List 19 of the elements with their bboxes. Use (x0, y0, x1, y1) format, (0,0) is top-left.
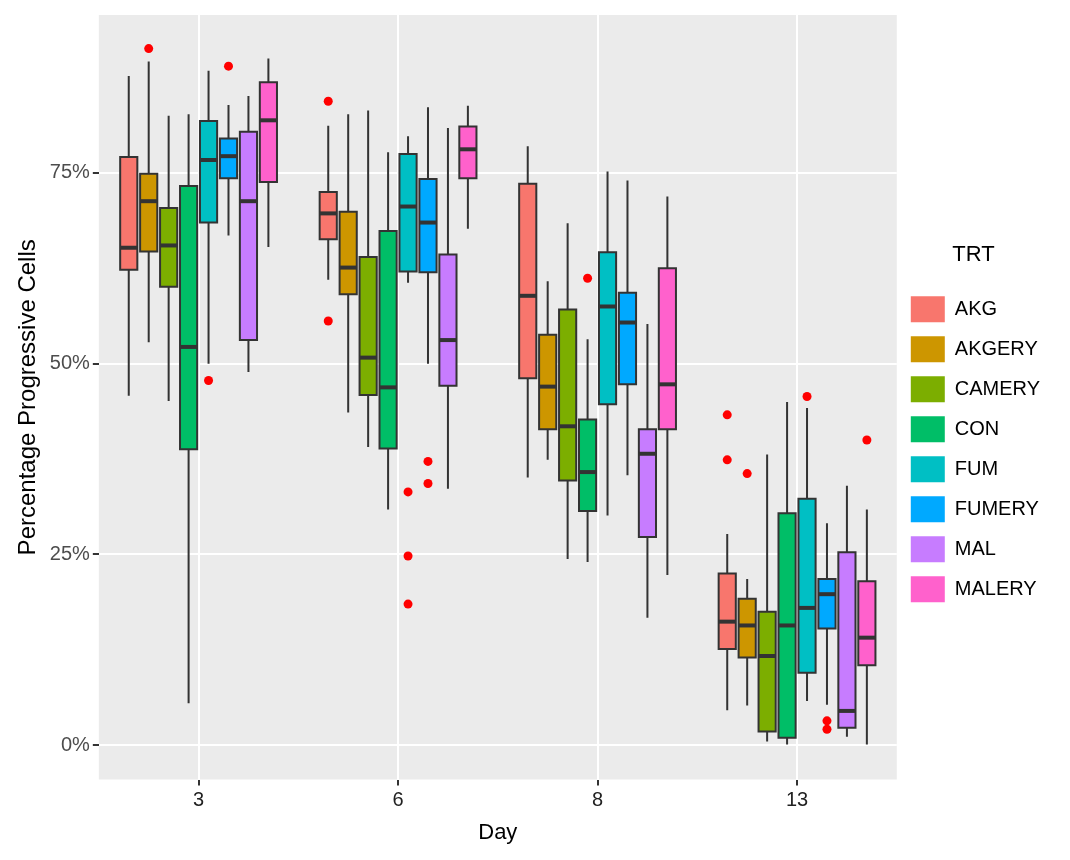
legend-label: FUM (954, 456, 999, 479)
legend-label: MAL (954, 536, 996, 559)
x-tick-label: 6 (392, 788, 404, 811)
legend-title: TRT (952, 240, 995, 266)
legend-label: MALERY (954, 576, 1037, 599)
legend-label: CON (954, 416, 1000, 439)
legend-label: FUMERY (954, 496, 1039, 519)
legend-label: AKG (954, 296, 998, 319)
x-axis-title: Day (478, 818, 518, 844)
legend-label: AKGERY (954, 336, 1038, 359)
y-tick-label: 75% (49, 160, 91, 183)
y-axis-title: Percentage Progressive Cells (13, 239, 41, 556)
y-tick-label: 0% (60, 732, 91, 755)
y-tick-label: 50% (49, 351, 91, 374)
x-tick-label: 8 (592, 788, 604, 811)
y-tick-label: 25% (49, 542, 91, 565)
legend-label: CAMERY (954, 376, 1041, 399)
x-tick-label: 13 (785, 788, 809, 811)
x-tick-label: 3 (193, 788, 205, 811)
